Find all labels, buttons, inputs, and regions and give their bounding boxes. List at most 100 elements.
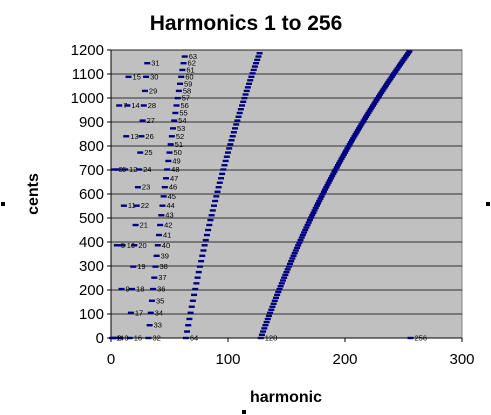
data-point — [180, 61, 187, 65]
data-point — [407, 336, 414, 340]
data-point-label: 9 — [126, 285, 130, 294]
data-point-label: 3 — [119, 165, 123, 174]
data-point — [375, 95, 382, 98]
data-point-label: 30 — [150, 72, 158, 81]
data-point — [384, 82, 391, 85]
data-point — [372, 100, 379, 103]
data-point-label: 58 — [183, 86, 191, 95]
x-axis-label: harmonic — [250, 389, 322, 406]
data-point — [159, 204, 166, 207]
data-point — [276, 287, 283, 291]
data-point-label: 19 — [137, 262, 145, 271]
data-point — [209, 209, 216, 212]
data-point — [330, 172, 337, 176]
data-point — [368, 106, 375, 109]
data-point-label: 31 — [151, 59, 159, 68]
data-point — [267, 311, 274, 315]
y-tick-label: 1000 — [71, 90, 104, 107]
data-point — [371, 102, 378, 105]
data-point — [309, 214, 316, 217]
data-point-label: 55 — [179, 108, 187, 117]
data-point — [344, 147, 351, 150]
data-point — [283, 270, 290, 274]
data-point — [148, 299, 155, 302]
data-point-label: 63 — [189, 52, 197, 61]
data-point — [253, 61, 260, 65]
data-point — [317, 197, 324, 200]
data-point-label: 44 — [166, 201, 174, 210]
selection-handle-right[interactable] — [486, 202, 490, 206]
data-point — [306, 218, 313, 222]
data-point — [339, 155, 346, 158]
y-tick-label: 0 — [96, 330, 104, 347]
data-point — [118, 287, 125, 291]
data-point — [129, 287, 136, 291]
data-point — [315, 202, 322, 205]
data-point — [141, 89, 148, 93]
data-point — [387, 77, 394, 80]
data-point-label: 32 — [152, 334, 160, 343]
data-point-label: 12 — [129, 165, 137, 174]
data-point — [133, 204, 140, 207]
data-point — [402, 55, 409, 58]
data-point — [242, 93, 249, 96]
data-point — [377, 93, 384, 96]
data-point — [366, 109, 373, 113]
data-point — [334, 164, 341, 167]
data-point — [392, 70, 399, 73]
data-point — [213, 195, 220, 198]
data-point — [389, 73, 396, 77]
data-point-label: 39 — [161, 251, 169, 260]
data-point — [119, 244, 126, 247]
y-tick-label: 800 — [79, 138, 104, 155]
data-point — [343, 149, 350, 152]
data-point — [189, 299, 196, 302]
data-point — [299, 233, 306, 237]
data-point — [311, 209, 318, 212]
data-point — [244, 86, 251, 89]
data-point — [124, 104, 131, 107]
data-point-label: 38 — [159, 262, 167, 271]
data-point — [221, 164, 228, 167]
data-point — [304, 223, 311, 227]
data-point — [246, 82, 253, 85]
data-point — [173, 104, 180, 107]
data-point — [284, 268, 291, 271]
selection-handle-bottom[interactable] — [242, 410, 246, 414]
x-tick-label: 300 — [449, 351, 474, 368]
data-point — [332, 168, 339, 171]
data-point — [192, 287, 199, 291]
data-point-label: 62 — [188, 59, 196, 68]
data-point — [288, 259, 295, 263]
data-point — [325, 181, 332, 184]
data-point — [396, 63, 403, 67]
data-point — [354, 129, 361, 132]
data-point-label: 10 — [127, 241, 135, 250]
data-point-label: 57 — [182, 94, 190, 103]
data-point-label: 21 — [140, 221, 148, 230]
data-point-label: 35 — [156, 296, 164, 305]
data-point — [228, 139, 235, 142]
data-point — [398, 61, 405, 65]
data-point — [194, 276, 201, 279]
data-point — [232, 127, 239, 130]
data-point — [327, 177, 334, 180]
y-tick-label: 200 — [79, 282, 104, 299]
data-point — [279, 279, 286, 282]
data-point — [223, 155, 230, 158]
data-point — [275, 290, 282, 294]
data-point — [217, 177, 224, 180]
y-tick-label: 900 — [79, 114, 104, 131]
data-point — [399, 60, 406, 63]
data-point — [237, 108, 244, 111]
data-point-label: 59 — [184, 79, 192, 88]
data-point — [405, 52, 412, 55]
data-point — [313, 204, 320, 207]
selection-handle-left[interactable] — [1, 202, 5, 206]
data-point — [201, 244, 208, 247]
data-point — [350, 137, 357, 140]
data-point — [301, 231, 308, 234]
data-point — [265, 314, 272, 318]
data-point — [153, 254, 160, 258]
